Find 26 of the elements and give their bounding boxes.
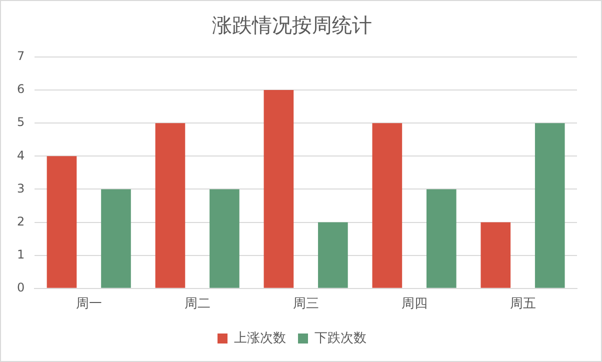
y-tick-label: 2 — [16, 214, 25, 228]
bar — [480, 222, 511, 288]
bar — [372, 123, 402, 288]
y-tick-label: 3 — [16, 181, 25, 196]
bar — [264, 90, 294, 288]
bar — [210, 189, 240, 288]
chart-title: 涨跌情况按周统计 — [212, 13, 372, 38]
y-tick-label: 7 — [16, 49, 25, 64]
bar — [46, 156, 77, 288]
x-tick-label: 周四 — [401, 296, 428, 312]
y-tick-label: 5 — [16, 115, 25, 130]
y-tick-label: 6 — [16, 82, 25, 96]
bar — [426, 189, 456, 288]
bar — [318, 222, 348, 288]
y-tick-label: 4 — [16, 148, 25, 162]
y-tick-label: 1 — [16, 247, 25, 262]
x-tick-label: 周二 — [184, 296, 210, 312]
legend-label: 下跌次数 — [314, 330, 366, 346]
bar — [534, 123, 565, 288]
x-tick-label: 周五 — [510, 296, 536, 312]
legend-label: 上涨次数 — [234, 330, 286, 346]
x-tick-label: 周三 — [292, 296, 319, 312]
x-tick-label: 周一 — [76, 296, 102, 312]
bar — [101, 189, 131, 288]
bar — [155, 123, 186, 288]
y-tick-label: 0 — [16, 280, 25, 295]
